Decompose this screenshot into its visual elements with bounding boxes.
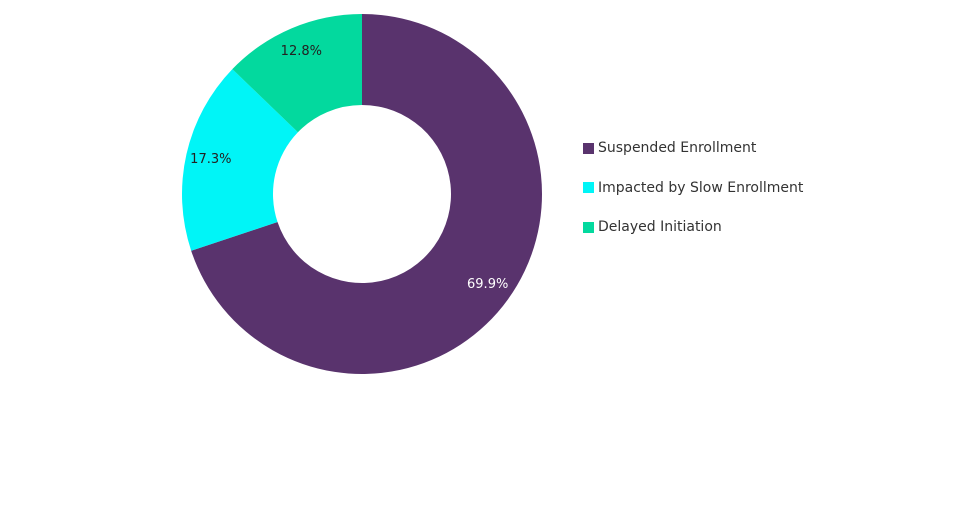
slice-labels: 69.9% 17.3% 12.8%	[190, 44, 508, 292]
slice-impacted-by-slow-enrollment[interactable]	[182, 69, 298, 251]
slice-suspended-enrollment[interactable]	[191, 14, 542, 374]
legend-swatch-impacted-by-slow-enrollment	[583, 182, 594, 193]
legend-swatch-delayed-initiation	[583, 221, 594, 233]
slice-delayed-initiation[interactable]	[232, 14, 362, 133]
legend-swatch-suspended-enrollment	[583, 142, 594, 154]
legend-item-delayed-initiation[interactable]: Delayed Initiation	[583, 217, 803, 237]
chart-legend: Suspended Enrollment Impacted by Slow En…	[583, 138, 803, 257]
legend-label-suspended-enrollment: Suspended Enrollment	[598, 140, 757, 156]
slice-label-impacted-by-slow-enrollment: 17.3%	[190, 152, 231, 167]
slice-label-suspended-enrollment: 69.9%	[467, 277, 508, 292]
legend-label-delayed-initiation: Delayed Initiation	[598, 219, 722, 235]
slice-label-delayed-initiation: 12.8%	[281, 44, 322, 59]
donut-slices	[182, 14, 542, 374]
legend-label-impacted-by-slow-enrollment: Impacted by Slow Enrollment	[598, 179, 804, 196]
legend-item-impacted-by-slow-enrollment[interactable]: Impacted by Slow Enrollment	[583, 178, 803, 198]
legend-item-suspended-enrollment[interactable]: Suspended Enrollment	[583, 138, 803, 158]
